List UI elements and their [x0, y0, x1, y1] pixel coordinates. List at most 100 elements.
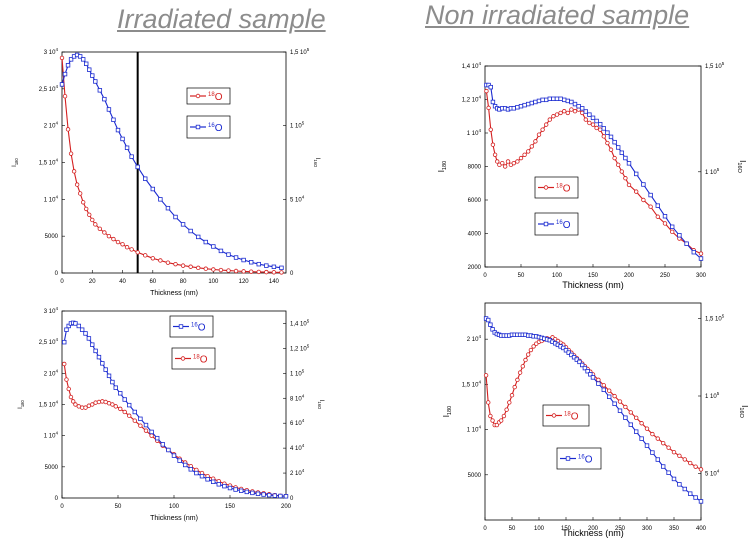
data-point	[79, 327, 85, 332]
data-point	[64, 377, 69, 382]
series-18O	[62, 361, 289, 499]
data-point	[639, 421, 644, 426]
data-point	[196, 265, 201, 271]
data-point	[490, 142, 496, 147]
data-point	[655, 203, 660, 208]
data-point	[138, 416, 143, 422]
y2-tick-label: 0	[290, 496, 294, 502]
y-tick-label: 0	[55, 271, 59, 277]
data-point	[529, 144, 534, 149]
plot-frame	[484, 65, 702, 268]
data-point	[177, 458, 182, 463]
x-tick-label: 150	[561, 526, 572, 532]
legend-box	[556, 447, 602, 470]
data-point	[102, 96, 107, 102]
y2-tick-label: 5 104	[705, 469, 720, 478]
y2-tick-label: 0	[290, 271, 294, 277]
data-point	[488, 322, 493, 327]
data-point	[271, 270, 277, 275]
data-point	[517, 370, 523, 375]
x-tick-label: 200	[624, 273, 635, 279]
legend-18O: 18O	[534, 176, 579, 199]
data-point	[222, 483, 227, 489]
data-point	[188, 264, 193, 269]
data-point	[601, 134, 606, 139]
series-line	[486, 84, 702, 259]
data-point	[587, 112, 592, 117]
data-point	[562, 109, 567, 114]
data-point	[488, 127, 493, 132]
data-point	[531, 344, 536, 349]
data-point	[132, 409, 137, 415]
data-point	[594, 118, 599, 124]
data-point	[661, 464, 666, 469]
data-point	[115, 239, 121, 245]
data-point	[576, 104, 581, 109]
data-point	[544, 122, 549, 127]
legend-16O: 16O	[169, 315, 214, 338]
legend-marker	[565, 456, 571, 461]
data-point	[250, 490, 255, 496]
data-point	[256, 269, 261, 275]
data-point	[484, 88, 489, 94]
data-point	[587, 120, 592, 126]
data-point	[661, 440, 666, 446]
data-point	[590, 122, 596, 127]
data-point	[662, 221, 668, 226]
legend-18O: 18O	[542, 404, 590, 427]
data-point	[617, 399, 623, 404]
y-tick-label: 1,4 104	[462, 61, 482, 70]
data-point	[515, 159, 520, 164]
data-point	[616, 145, 621, 150]
data-point	[509, 393, 515, 398]
data-point	[605, 140, 610, 146]
data-point	[512, 384, 517, 390]
data-point	[180, 222, 186, 227]
data-point	[149, 433, 154, 438]
series-line	[61, 54, 282, 269]
legend-marker	[195, 93, 201, 99]
data-point	[129, 247, 134, 252]
y2-tick-label: 1,2 105	[290, 343, 310, 352]
data-point	[666, 445, 671, 450]
legend-label: 18O	[208, 92, 223, 103]
y-tick-label: 2000	[468, 265, 482, 271]
data-point	[80, 200, 86, 205]
legend-box	[542, 404, 590, 427]
legend-label: 18O	[556, 184, 571, 195]
y2-tick-label: 5 104	[290, 194, 305, 203]
x-axis-label: Thickness (nm)	[562, 280, 624, 290]
data-point	[102, 230, 107, 235]
y-tick-label: 1,5 104	[39, 400, 59, 409]
data-point	[585, 368, 590, 374]
data-point	[226, 268, 231, 273]
data-point	[486, 105, 491, 111]
data-point	[619, 169, 624, 174]
data-point	[218, 267, 224, 273]
x-tick-label: 100	[208, 279, 219, 285]
data-point	[103, 367, 108, 372]
y-tick-label: 4000	[468, 232, 482, 238]
data-point	[143, 253, 148, 258]
data-point	[241, 269, 246, 274]
x-tick-label: 0	[483, 273, 487, 279]
data-point	[688, 491, 693, 496]
y2-tick-label: 1 105	[290, 121, 305, 130]
chart-tr: 0 50 100 150 200 250 300 2000 4000 6000 8000 1 104 1…	[437, 61, 747, 290]
data-point	[572, 101, 578, 107]
data-point	[182, 462, 188, 468]
data-point	[569, 352, 574, 358]
data-point	[226, 252, 231, 257]
data-point	[486, 400, 491, 405]
data-point	[73, 321, 78, 326]
x-tick-label: 300	[642, 526, 653, 532]
legend-label: 16O	[556, 220, 571, 231]
x-tick-label: 40	[119, 279, 126, 285]
data-point	[264, 263, 269, 268]
data-point	[650, 431, 655, 437]
data-point	[526, 101, 531, 107]
series-line	[63, 363, 287, 497]
data-point	[90, 342, 95, 347]
data-point	[93, 222, 98, 227]
data-point	[691, 249, 696, 255]
